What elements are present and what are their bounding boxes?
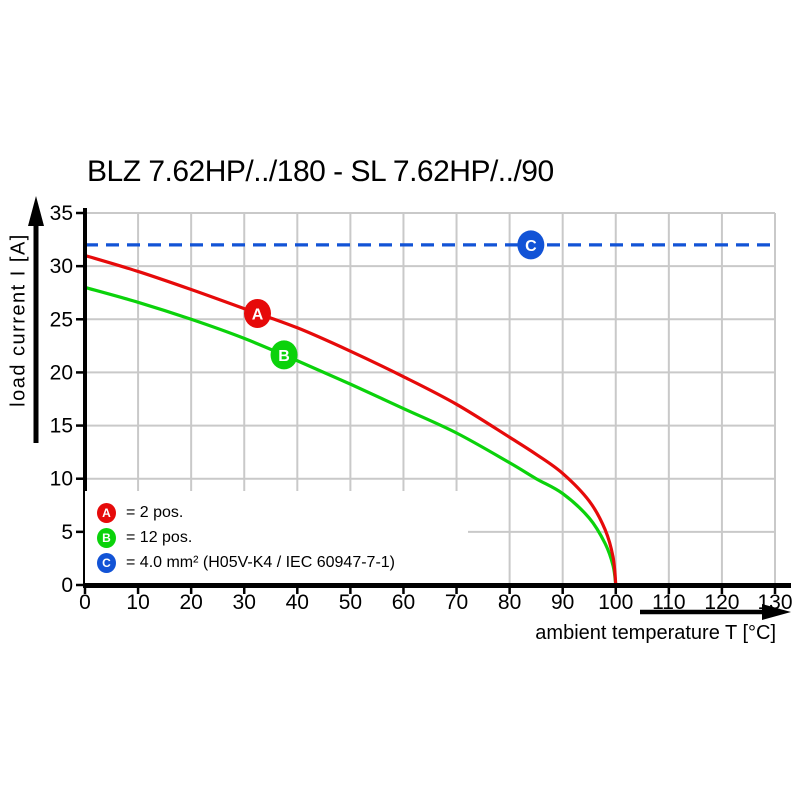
- x-tick-label: 40: [286, 591, 309, 614]
- x-axis-label: ambient temperature T [°C]: [535, 622, 776, 644]
- y-axis-arrow-icon: [28, 196, 44, 226]
- y-tick-label: 5: [61, 521, 73, 544]
- x-tick-label: 30: [233, 591, 256, 614]
- legend-marker-b-icon: B: [97, 527, 116, 548]
- x-tick-label: 80: [498, 591, 521, 614]
- y-tick-label: 25: [50, 308, 73, 331]
- y-tick-label: 0: [61, 574, 73, 597]
- legend-label-c: = 4.0 mm² (H05V-K4 / IEC 60947-7-1): [126, 553, 395, 571]
- x-axis-arrow-icon: [762, 604, 791, 620]
- x-tick-label: 100: [598, 591, 633, 614]
- legend-item-b: B = 12 pos.: [97, 527, 192, 548]
- curve-marker-b-icon: [270, 340, 298, 370]
- curve-marker-c-icon: [517, 230, 545, 260]
- chart-title: BLZ 7.62HP/../180 - SL 7.62HP/../90: [87, 155, 554, 188]
- x-tick-label: 70: [445, 591, 468, 614]
- curve-a: [84, 253, 618, 586]
- legend-label-a: = 2 pos.: [126, 503, 184, 521]
- x-tick-label: 10: [126, 591, 149, 614]
- x-tick-label: 110: [652, 591, 685, 614]
- x-tick-label: 90: [551, 591, 574, 614]
- curve-marker-a-icon: [244, 298, 271, 328]
- x-tick-label: 120: [704, 591, 739, 614]
- x-tick-label: 50: [339, 591, 362, 614]
- y-tick-label: 20: [50, 361, 73, 384]
- y-tick-label: 10: [50, 468, 73, 491]
- y-tick-label: 15: [50, 415, 73, 438]
- x-tick-label: 0: [79, 591, 91, 614]
- legend-label-b: = 12 pos.: [126, 528, 193, 546]
- curve-b: [84, 285, 618, 586]
- x-tick-label: 20: [179, 591, 202, 614]
- y-axis-label: load current I [A]: [7, 233, 30, 407]
- legend-item-a: A = 2 pos.: [97, 502, 183, 523]
- curve-marker-a-label: A: [252, 306, 264, 323]
- curve-marker-b-label: B: [278, 348, 290, 365]
- legend-marker-a-icon: A: [97, 502, 116, 523]
- x-tick-label: 60: [392, 591, 415, 614]
- y-tick-label: 35: [50, 202, 73, 225]
- y-tick-label: 30: [50, 255, 73, 278]
- legend-item-c: C = 4.0 mm² (H05V-K4 / IEC 60947-7-1): [97, 552, 395, 573]
- legend-marker-c-icon: C: [97, 552, 116, 573]
- curve-marker-c-label: C: [525, 238, 537, 255]
- chart-legend: A = 2 pos. B = 12 pos. C = 4.0 mm² (H05V…: [85, 491, 468, 583]
